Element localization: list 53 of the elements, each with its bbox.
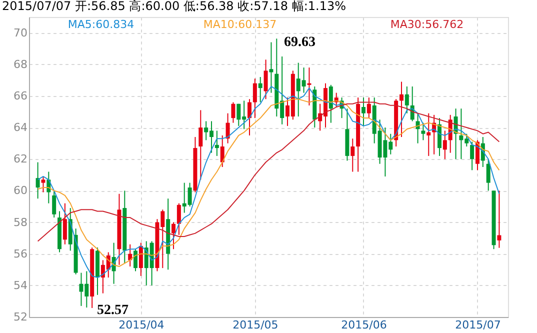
x-tick-label: 2015/04 <box>118 318 164 332</box>
candlestick <box>220 134 224 168</box>
x-tick-label: 2015/05 <box>232 318 278 332</box>
x-tick-label: 2015/07 <box>455 318 501 332</box>
candlestick <box>497 190 502 248</box>
y-tick-label: 56 <box>14 247 28 260</box>
text: MA30:56.762 <box>390 18 464 31</box>
y-tick-label: 68 <box>14 58 28 71</box>
y-tick-label: 60 <box>14 184 28 198</box>
candlestick <box>62 202 67 245</box>
y-tick-label: 66 <box>14 89 28 102</box>
candlestick <box>475 140 480 171</box>
candlestick <box>350 138 355 172</box>
y-tick-label: 64 <box>14 121 28 134</box>
candlestick <box>366 97 371 119</box>
text: MA5:60.834 <box>68 18 134 31</box>
candlestick <box>226 112 230 144</box>
candlestick <box>134 248 138 272</box>
text: MA10:60.137 <box>203 18 277 31</box>
candlestick <box>404 86 409 114</box>
candlestick <box>361 97 366 126</box>
annotation: 69.63 <box>284 35 316 50</box>
candlestick <box>399 81 404 138</box>
candlestick <box>269 42 274 94</box>
candlestick <box>421 122 426 141</box>
candlestick <box>264 59 268 100</box>
candlestick <box>470 141 474 171</box>
candlestick <box>426 112 431 156</box>
y-tick-label: 52 <box>14 310 28 324</box>
candlestick <box>138 242 143 276</box>
candlestick <box>214 130 219 156</box>
candlestick <box>36 162 40 200</box>
candlestick <box>176 202 181 236</box>
candlestick <box>41 176 46 193</box>
candlestick <box>307 67 312 106</box>
candlestick <box>172 222 176 250</box>
candlestick <box>442 130 447 160</box>
y-tick-label: 58 <box>14 216 28 229</box>
candlestick <box>198 110 203 180</box>
candlestick <box>486 158 490 192</box>
candlestick <box>258 76 262 103</box>
y-tick-label: 62 <box>14 152 28 166</box>
y-tick-label: 70 <box>14 26 28 40</box>
x-tick-label: 2015/06 <box>341 318 387 332</box>
annotation: 52.57 <box>97 303 128 318</box>
chart-title: 2015/07/07 开:56.85 高:60.00 低:56.38 收:57.18 幅:1.13% <box>2 0 346 13</box>
candlestick <box>231 102 236 124</box>
line-series <box>37 102 500 242</box>
candlestick <box>52 190 56 218</box>
y-tick-label: 54 <box>14 278 28 292</box>
candlestick <box>328 84 333 124</box>
candlestick <box>248 98 252 136</box>
candlestick <box>252 78 257 119</box>
